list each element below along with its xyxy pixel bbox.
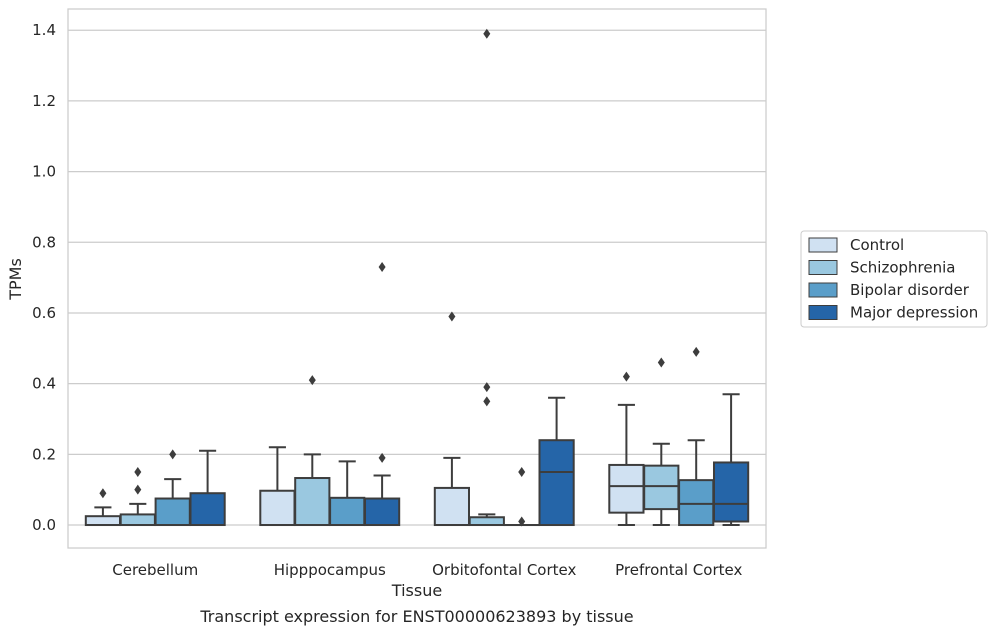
box-1-1 [294, 375, 331, 527]
box-1-0 [259, 446, 296, 527]
box-2-0 [433, 311, 471, 527]
legend-swatch [808, 282, 838, 298]
outlier-point [657, 357, 665, 368]
outlier-point [99, 488, 107, 499]
outlier-point [483, 382, 491, 393]
y-tick-label: 0.8 [32, 233, 56, 251]
grid-lines [68, 29, 766, 526]
box-body [119, 513, 156, 527]
outlier-point [448, 311, 456, 322]
y-axis-label: TPMs [6, 258, 25, 301]
y-tick-label: 0.2 [32, 445, 56, 463]
box-body [538, 439, 575, 527]
box-3-1 [643, 357, 680, 527]
y-tick-label: 1.2 [32, 92, 56, 110]
legend-label: Schizophrenia [850, 259, 955, 277]
box-3-3 [712, 393, 750, 527]
box-0-0 [84, 488, 122, 527]
box-body [154, 497, 191, 527]
legend-swatch [808, 260, 838, 275]
legend-label: Control [850, 236, 904, 254]
box-1-2 [329, 460, 366, 527]
legend: Control Schizophrenia Bipolar disorder Majo… [800, 230, 988, 328]
box-body [433, 486, 471, 527]
outlier-point [692, 346, 700, 357]
y-tick-label: 0.6 [32, 304, 56, 322]
y-tick-label: 1.0 [32, 163, 56, 181]
outlier-point [483, 396, 491, 407]
box-body [468, 516, 505, 527]
outlier-point [378, 452, 386, 463]
x-tick-label: Orbitofontal Cortex [432, 561, 576, 579]
x-tick-labels: Cerebellum Hipppocampus Orbitofontal Corte… [112, 561, 742, 579]
box-3-2 [678, 346, 715, 527]
x-tick-label: Prefrontal Cortex [615, 561, 742, 579]
legend-frame [800, 230, 988, 328]
chart-caption: Transcript expression for ENST0000062389… [199, 607, 633, 626]
box-body [608, 463, 645, 514]
box-2-1 [468, 28, 505, 527]
box-2-3 [538, 396, 575, 527]
box-0-2 [154, 449, 191, 527]
y-tick-labels: 0.0 0.2 0.4 0.6 0.8 1.0 1.2 1.4 [32, 21, 56, 534]
box-1-3 [363, 262, 401, 527]
box-body [329, 496, 366, 527]
x-tick-label: Hipppocampus [274, 561, 386, 579]
legend-swatch [808, 305, 838, 320]
legend-label: Bipolar disorder [850, 281, 970, 299]
y-tick-label: 1.4 [32, 21, 56, 39]
y-tick-label: 0.4 [32, 375, 56, 393]
box-0-1 [119, 467, 156, 527]
box-body [189, 492, 226, 527]
box-body [643, 464, 680, 511]
x-tick-label: Cerebellum [112, 561, 198, 579]
box-body [84, 515, 122, 527]
outlier-point [518, 516, 526, 527]
outlier-point [518, 467, 526, 478]
box-body [678, 479, 715, 527]
box-0-3 [189, 449, 226, 527]
x-axis-label: Tissue [391, 581, 442, 600]
outlier-point [622, 371, 630, 382]
box-3-0 [608, 371, 645, 527]
plot-frame [67, 8, 767, 549]
outlier-point [169, 449, 177, 460]
legend-swatch [808, 237, 838, 253]
outlier-point [378, 262, 386, 273]
box-groups [84, 28, 750, 527]
box-body [712, 461, 750, 523]
box-2-2 [503, 467, 540, 527]
outlier-point [483, 28, 491, 39]
outlier-point [134, 467, 142, 478]
box-body [363, 497, 401, 527]
box-body [259, 489, 296, 527]
box-body [294, 477, 331, 527]
outlier-point [134, 484, 142, 495]
y-tick-label: 0.0 [32, 516, 56, 534]
outlier-point [308, 375, 316, 386]
legend-label: Major depression [850, 304, 978, 322]
